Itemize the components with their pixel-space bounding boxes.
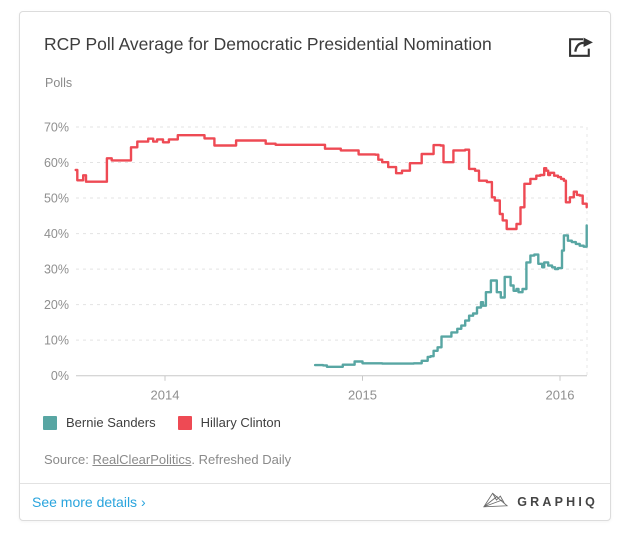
legend-item-sanders: Bernie Sanders — [43, 415, 156, 430]
source-prefix: Source: — [44, 452, 89, 467]
svg-text:50%: 50% — [44, 192, 69, 206]
svg-text:30%: 30% — [44, 263, 69, 277]
poll-chart-svg: 0% 10% 20% 30% 40% 50% 60% 70% 2014 2015 2016 — [44, 121, 588, 403]
legend-label: Hillary Clinton — [200, 415, 281, 430]
clinton-swatch-icon — [177, 415, 192, 430]
svg-text:2015: 2015 — [348, 388, 377, 403]
sanders-swatch-icon — [43, 415, 57, 430]
chart-title: RCP Poll Average for Democratic Presiden… — [44, 34, 492, 54]
graphiq-wordmark: GRAPHIQ — [517, 495, 598, 509]
see-more-details-link[interactable]: See more details › — [32, 494, 146, 510]
svg-text:2016: 2016 — [546, 388, 575, 403]
legend: Bernie Sanders Hillary Clinton — [43, 415, 281, 430]
svg-text:60%: 60% — [44, 156, 69, 170]
source-suffix: . Refreshed Daily — [191, 452, 292, 467]
footer-bar: See more details › GRAPHIQ — [20, 483, 610, 520]
legend-label: Bernie Sanders — [66, 415, 156, 430]
share-button[interactable] — [566, 33, 597, 63]
svg-text:70%: 70% — [44, 121, 69, 135]
share-icon — [568, 37, 595, 61]
graphiq-logo[interactable]: GRAPHIQ — [482, 491, 598, 514]
svg-text:0%: 0% — [51, 369, 69, 383]
svg-text:20%: 20% — [44, 298, 69, 312]
title-row: RCP Poll Average for Democratic Presiden… — [44, 33, 597, 63]
svg-text:10%: 10% — [44, 334, 69, 348]
source-link[interactable]: RealClearPolitics — [92, 452, 192, 467]
source-line: Source: RealClearPolitics. Refreshed Dai… — [44, 452, 291, 467]
svg-text:2014: 2014 — [151, 388, 180, 403]
graphiq-mark-icon — [482, 491, 509, 514]
svg-text:40%: 40% — [44, 227, 69, 241]
legend-item-clinton: Hillary Clinton — [177, 415, 281, 430]
y-axis-title: Polls — [45, 76, 73, 90]
poll-widget-card: RCP Poll Average for Democratic Presiden… — [19, 11, 611, 521]
